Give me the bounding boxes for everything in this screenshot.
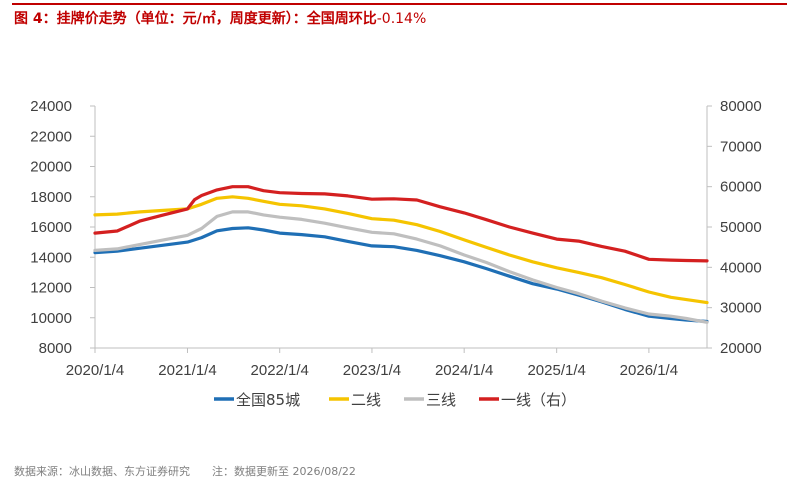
series-line-2 xyxy=(93,195,709,305)
series-line-4 xyxy=(93,185,709,263)
legend-label: 三线 xyxy=(426,391,456,409)
left-tick-label: 24000 xyxy=(30,98,72,115)
top-rule xyxy=(12,3,787,5)
legend-label: 二线 xyxy=(351,391,381,409)
chart-series xyxy=(93,185,709,324)
left-tick-label: 16000 xyxy=(30,219,72,236)
left-tick-label: 18000 xyxy=(30,189,72,206)
right-tick-label: 40000 xyxy=(720,259,762,276)
x-tick-label: 2021/1/4 xyxy=(158,362,216,379)
update-note: 注：数据更新至 2026/08/22 xyxy=(212,465,356,478)
figure-title-text: 图 4：挂牌价走势（单位：元/㎡，周度更新）：全国周环比 xyxy=(14,11,377,27)
left-tick-label: 8000 xyxy=(39,340,72,357)
figure-title-suffix: -0.14% xyxy=(376,11,427,27)
legend-label: 一线（右） xyxy=(501,391,576,409)
x-tick-label: 2020/1/4 xyxy=(66,362,124,379)
x-tick-label: 2022/1/4 xyxy=(251,362,309,379)
x-tick-label: 2024/1/4 xyxy=(435,362,493,379)
right-tick-label: 30000 xyxy=(720,300,762,317)
x-tick-label: 2026/1/4 xyxy=(620,362,678,379)
chart-legend: 全国85城 二线 三线 一线（右） xyxy=(214,391,576,409)
x-tick-label: 2025/1/4 xyxy=(527,362,585,379)
series-line-3 xyxy=(93,210,709,324)
series-line-1 xyxy=(93,226,709,324)
x-tick-label: 2023/1/4 xyxy=(343,362,401,379)
right-tick-label: 60000 xyxy=(720,179,762,196)
left-tick-label: 12000 xyxy=(30,280,72,297)
left-tick-label: 20000 xyxy=(30,159,72,176)
right-tick-label: 20000 xyxy=(720,340,762,357)
right-tick-label: 50000 xyxy=(720,219,762,236)
legend-label: 全国85城 xyxy=(236,391,300,409)
source-text: 数据来源：冰山数据、东方证券研究 xyxy=(14,465,190,478)
right-tick-label: 80000 xyxy=(720,98,762,115)
figure-title: 图 4：挂牌价走势（单位：元/㎡，周度更新）：全国周环比-0.14% xyxy=(14,8,426,28)
left-tick-label: 14000 xyxy=(30,249,72,266)
chart-axes: 8000 10000 12000 14000 16000 18000 20000 22000 2… xyxy=(30,98,761,379)
left-tick-label: 22000 xyxy=(30,128,72,145)
right-tick-label: 70000 xyxy=(720,138,762,155)
left-tick-label: 10000 xyxy=(30,310,72,327)
source-footer: 数据来源：冰山数据、东方证券研究 注：数据更新至 2026/08/22 xyxy=(14,463,356,479)
